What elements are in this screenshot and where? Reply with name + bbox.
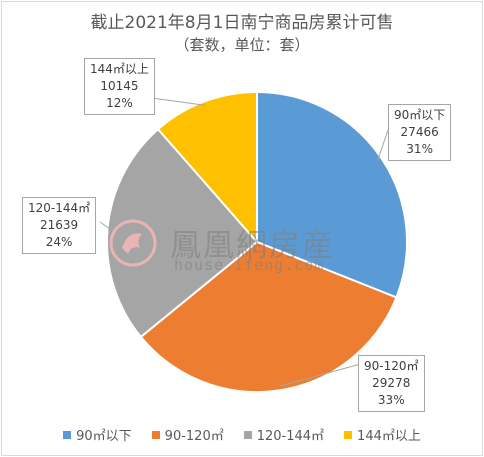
legend-swatch-0 bbox=[63, 430, 72, 439]
watermark-site: house.ifeng.com bbox=[174, 256, 325, 274]
data-label-1-percent: 33% bbox=[377, 393, 405, 407]
pie-slice-0 bbox=[256, 90, 408, 299]
legend-swatch-1 bbox=[151, 430, 160, 439]
data-label-0: 90㎡以下 27466 31% bbox=[388, 104, 452, 161]
legend-swatch-3 bbox=[344, 430, 353, 439]
chart-title: 截止2021年8月1日南宁商品房累计可售 bbox=[90, 13, 394, 33]
data-label-1: 90-120㎡ 29278 33% bbox=[358, 355, 425, 412]
leader-line-2 bbox=[99, 221, 112, 231]
legend-item-0: 90㎡以下 bbox=[63, 425, 132, 444]
legend-label-2: 120-144㎡ bbox=[256, 429, 325, 444]
legend-label-0: 90㎡以下 bbox=[76, 429, 132, 444]
data-label-0-percent: 31% bbox=[406, 142, 433, 156]
data-label-2-percent: 24% bbox=[45, 235, 73, 249]
data-label-2: 120-144㎡ 21639 24% bbox=[22, 197, 97, 254]
pie-slice-2 bbox=[106, 127, 259, 339]
legend-swatch-2 bbox=[243, 430, 252, 439]
leader-line-3 bbox=[151, 97, 206, 106]
chart-subtitle: （套数，单位：套） bbox=[174, 36, 310, 54]
data-label-3-value: 10145 bbox=[100, 79, 139, 93]
legend-item-3: 144㎡以上 bbox=[344, 425, 421, 444]
legend-item-1: 90-120㎡ bbox=[151, 425, 224, 444]
legend-item-2: 120-144㎡ bbox=[243, 425, 325, 444]
data-label-3: 144㎡以上 10145 12% bbox=[84, 58, 155, 115]
leader-line-0 bbox=[377, 129, 389, 161]
pie-slice-1 bbox=[139, 240, 398, 393]
data-label-0-category: 90㎡以下 bbox=[394, 108, 446, 122]
legend-label-3: 144㎡以上 bbox=[357, 429, 421, 444]
data-label-0-value: 27466 bbox=[400, 125, 439, 139]
data-label-1-category: 90-120㎡ bbox=[364, 359, 419, 373]
phoenix-logo-icon bbox=[109, 219, 157, 267]
data-label-3-percent: 12% bbox=[106, 96, 133, 110]
data-label-1-value: 29278 bbox=[372, 376, 411, 390]
data-label-3-category: 144㎡以上 bbox=[90, 62, 149, 76]
legend-label-1: 90-120㎡ bbox=[164, 429, 224, 444]
pie-slice-3 bbox=[156, 90, 258, 245]
legend: 90㎡以下 90-120㎡ 120-144㎡ 144㎡以上 bbox=[0, 425, 484, 444]
watermark-brand: 鳳凰網房産 bbox=[170, 228, 335, 264]
data-label-2-category: 120-144㎡ bbox=[28, 201, 91, 215]
data-label-2-value: 21639 bbox=[39, 218, 79, 232]
